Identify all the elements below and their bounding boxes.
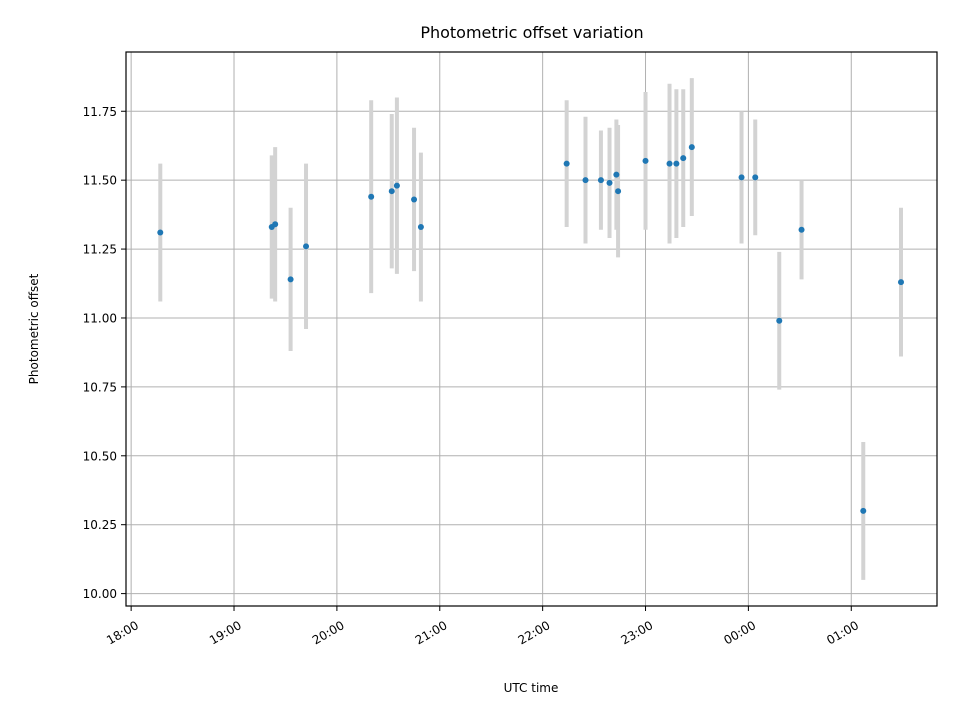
data-point [673,160,680,167]
y-tick-label: 11.25 [83,243,117,257]
x-tick-label: 20:00 [310,618,347,647]
y-axis-label: Photometric offset [27,273,41,384]
y-tick-label: 10.25 [83,518,117,532]
y-tick-label: 10.50 [83,449,117,463]
plot-area-frame [125,51,938,607]
x-tick-label: 18:00 [104,618,141,647]
data-points [157,144,904,514]
data-point [897,279,904,286]
x-tick-label: 19:00 [207,618,244,647]
data-point [615,188,622,195]
data-point [688,144,695,151]
y-tick-label: 10.75 [83,380,117,394]
error-bars [158,78,903,580]
data-point [860,507,867,514]
y-tick-label: 10.00 [83,587,117,601]
x-axis-ticks: 18:00 19:00 20:00 21:00 22:00 23:00 00:00 01:00 [104,606,861,648]
data-point [680,155,687,162]
data-point [776,317,783,324]
data-point [393,182,400,189]
data-point [388,188,395,195]
data-point [368,193,375,200]
data-point [613,171,620,178]
x-tick-label: 01:00 [824,618,861,647]
y-tick-label: 11.50 [83,174,117,188]
x-tick-label: 22:00 [516,618,553,647]
data-point [157,229,164,236]
y-tick-label: 11.75 [83,105,117,119]
data-point [666,160,673,167]
data-point [582,177,589,184]
data-point [411,196,418,203]
data-point [287,276,294,283]
data-point [272,221,279,228]
x-tick-label: 00:00 [721,618,758,647]
data-point [738,174,745,181]
chart-title: Photometric offset variation [420,23,643,42]
data-point [752,174,759,181]
x-axis-label: UTC time [504,681,559,695]
data-point [417,224,424,231]
data-point [606,179,613,186]
y-tick-label: 11.00 [83,311,117,325]
data-point [642,157,649,164]
data-point [303,243,310,250]
data-point [798,226,805,233]
data-point [597,177,604,184]
data-point [563,160,570,167]
x-tick-label: 21:00 [413,618,450,647]
grid-lines [126,52,937,606]
x-tick-label: 23:00 [618,618,655,647]
y-axis-ticks: 10.00 10.25 10.50 10.75 11.00 11.25 11.50 11.75 [83,105,126,601]
